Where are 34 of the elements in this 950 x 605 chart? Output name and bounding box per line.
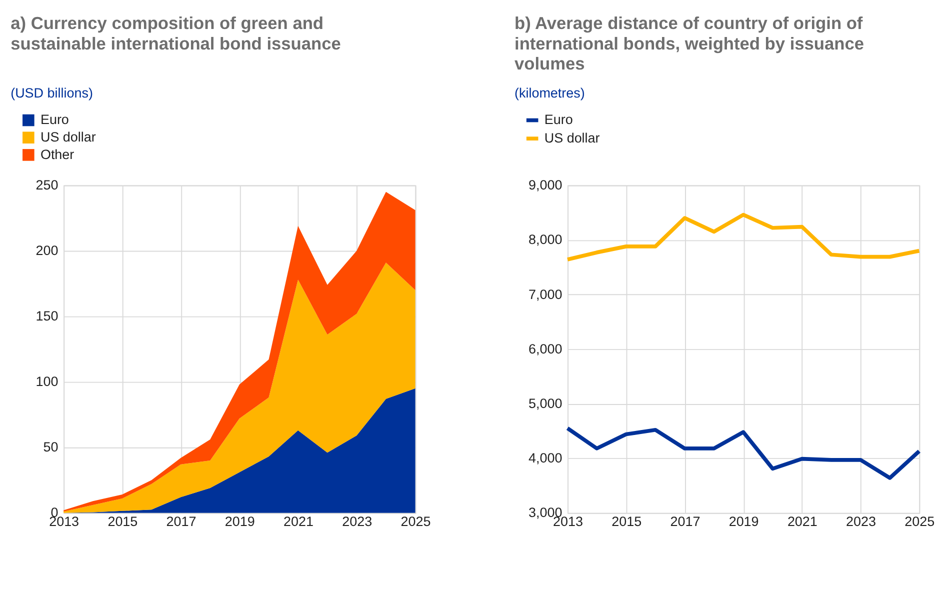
chart-title: a) Currency composition of green and sustainable international bond issuance — [10, 13, 342, 54]
y-tick-label: 7,000 — [528, 286, 562, 302]
line-series — [566, 212, 922, 262]
legend-label: Euro — [544, 112, 573, 128]
x-tick-label: 2015 — [108, 514, 138, 529]
legend-label: Other — [40, 146, 75, 162]
chart-title: b) Average distance of country of origin of international bonds, weighted by issuance volumes — [514, 13, 864, 74]
x-tick-label: 2017 — [166, 514, 196, 529]
x-tick-label: 2019 — [224, 514, 255, 529]
y-tick-label: 200 — [36, 243, 58, 258]
x-tick-label: 2023 — [846, 514, 876, 529]
y-axis-title: (USD billions) — [10, 86, 93, 101]
y-tick-label: 4,000 — [528, 450, 562, 466]
x-tick-label: 2025 — [400, 514, 431, 529]
y-tick-label: 8,000 — [528, 232, 562, 248]
y-axis-title: (kilometres) — [514, 86, 585, 101]
x-tick-label: 2017 — [670, 514, 700, 529]
y-tick-label: 50 — [43, 440, 58, 455]
x-tick-label: 2023 — [342, 514, 372, 529]
x-tick-label: 2019 — [728, 514, 759, 529]
y-tick-label: 100 — [36, 374, 58, 390]
y-tick-label: 150 — [36, 308, 58, 324]
y-tick-label: 9,000 — [528, 178, 562, 193]
x-tick-label: 2025 — [904, 514, 935, 529]
x-tick-label: 2021 — [787, 514, 818, 529]
legend-label: US dollar — [544, 130, 600, 146]
line-series — [566, 426, 922, 480]
x-tick-label: 2021 — [284, 514, 314, 529]
legend-label: US dollar — [40, 129, 96, 144]
x-tick-label: 2015 — [612, 514, 642, 529]
y-tick-label: 250 — [36, 178, 58, 193]
y-tick-label: 6,000 — [528, 341, 562, 356]
legend-label: Euro — [40, 112, 69, 128]
y-tick-label: 5,000 — [528, 396, 562, 412]
